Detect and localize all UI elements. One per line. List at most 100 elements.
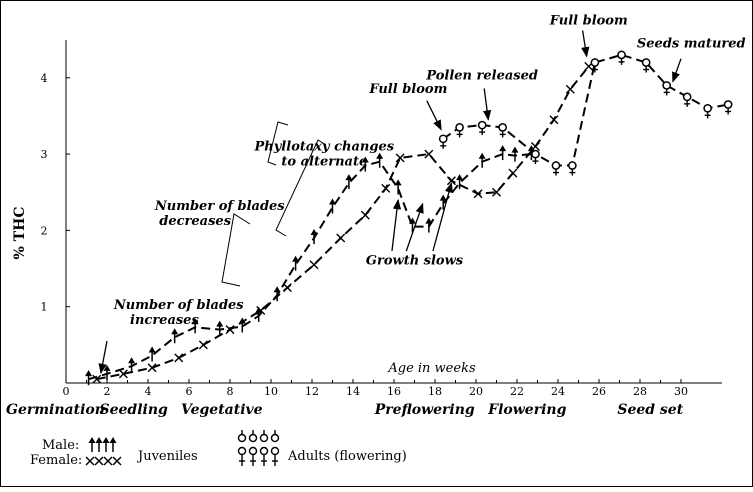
male-point <box>292 255 300 271</box>
annotation-text: Full bloom <box>368 82 447 97</box>
female-point-stroke-b <box>256 306 266 316</box>
legend-male-label: Male: <box>42 438 79 453</box>
female-point <box>530 141 540 151</box>
x-tick-label: 12 <box>305 385 319 398</box>
male-point-head <box>499 145 507 152</box>
male-point <box>511 146 519 162</box>
male-point-head <box>425 217 433 224</box>
male-point <box>376 152 384 168</box>
male-point <box>310 229 318 245</box>
female-point <box>118 369 128 379</box>
female-point-stroke-b <box>381 183 391 193</box>
adult-point <box>641 58 651 73</box>
female-point-stroke-b <box>198 340 208 350</box>
legend: Male: Female: Juveniles Adults (flowerin… <box>30 430 407 468</box>
legend-adult-symbol <box>248 430 258 466</box>
x-tick-label: 24 <box>551 385 565 398</box>
x-tick-label: 26 <box>592 385 606 398</box>
male-point <box>171 328 179 344</box>
male-point <box>273 286 281 302</box>
stage-label: Flowering <box>487 402 566 418</box>
male-point-head <box>439 194 447 201</box>
female-point-stroke-b <box>549 115 559 125</box>
annotation-text: Seeds matured <box>637 36 746 51</box>
adult-point-ring <box>617 50 626 60</box>
male-point-head <box>361 156 369 163</box>
legend-adult-bottom <box>259 446 269 456</box>
y-tick-label: 2 <box>41 224 48 237</box>
female-point-stroke-b <box>508 168 518 178</box>
male-point-head <box>216 320 224 327</box>
female-point <box>94 456 104 466</box>
x-tick-label: 16 <box>387 385 401 398</box>
blades-bracket <box>221 213 251 287</box>
legend-symbols <box>85 430 280 466</box>
annotation-arrow <box>482 88 492 121</box>
female-point <box>381 183 391 193</box>
x-tick-label: 0 <box>63 385 70 398</box>
legend-adult-bottom <box>237 446 247 456</box>
male-point-head <box>394 179 402 186</box>
annotation-text: Phyllotaxy changes <box>254 139 395 154</box>
x-tick-label: 14 <box>346 385 360 398</box>
annotation-text: decreases <box>159 214 231 229</box>
female-point <box>473 189 483 199</box>
female-point <box>256 306 266 316</box>
male-point <box>456 174 464 190</box>
male-point <box>345 174 353 190</box>
female-point-stroke-b <box>336 233 346 243</box>
annotation-text: Number of blades <box>154 199 285 214</box>
male-point-head <box>310 229 318 236</box>
female-point-stroke-b <box>225 325 235 335</box>
female-point-stroke-b <box>360 210 370 220</box>
x-axis-label: Age in weeks <box>387 361 476 376</box>
stage-label: Vegetative <box>181 402 263 418</box>
legend-juveniles-label: Juveniles <box>136 449 198 464</box>
female-point-stroke-b <box>147 363 157 373</box>
legend-female-label: Female: <box>30 453 82 468</box>
adult-point-ring <box>641 58 651 67</box>
male-point-head <box>273 286 281 293</box>
male-point <box>238 317 246 333</box>
male-point <box>102 437 110 452</box>
x-tick-label: 4 <box>145 385 152 398</box>
female-point-stroke-b <box>473 189 483 199</box>
male-point-head <box>238 317 246 324</box>
stage-label: Seed set <box>617 402 683 418</box>
stage-label: Preflowering <box>374 402 475 418</box>
adult-point <box>477 120 487 136</box>
female-point-stroke-b <box>395 153 405 163</box>
female-point-stroke-b <box>492 187 501 197</box>
adult-point <box>438 134 448 149</box>
male-point <box>478 152 486 168</box>
annotation-text: Growth slows <box>366 254 464 269</box>
female-point-stroke-b <box>565 84 575 94</box>
y-tick-label: 3 <box>41 148 48 161</box>
female-point <box>424 149 434 159</box>
phyllotaxy-bracket <box>267 121 289 166</box>
adult-point-ring <box>438 134 448 144</box>
female-point <box>395 153 405 163</box>
female-point-stroke-b <box>94 456 104 466</box>
legend-adult-top <box>237 433 247 443</box>
male-point <box>394 179 402 195</box>
annotation-arrow <box>426 100 442 131</box>
annotation-text: increases <box>130 313 199 328</box>
axes: 0 2 4 6 8 10 12 14 16 18 20 22 24 26 28 301234Germinati… <box>6 40 722 418</box>
female-point-stroke-b <box>424 149 434 159</box>
phyllotaxy-bracket-2 <box>275 139 327 237</box>
female-point-stroke-b <box>112 456 122 466</box>
x-tick-label: 22 <box>510 385 524 398</box>
male-point <box>128 357 136 373</box>
male-point-head <box>128 357 136 364</box>
male-point-head <box>456 174 464 181</box>
x-tick-label: 30 <box>674 385 688 398</box>
male-point-head <box>292 255 300 262</box>
female-point <box>103 456 113 466</box>
female-point <box>549 115 559 125</box>
x-tick-label: 6 <box>186 385 193 398</box>
y-tick-label: 4 <box>41 72 48 85</box>
male-point-head <box>191 318 199 325</box>
female-point <box>85 456 95 466</box>
x-tick-label: 2 <box>104 385 111 398</box>
